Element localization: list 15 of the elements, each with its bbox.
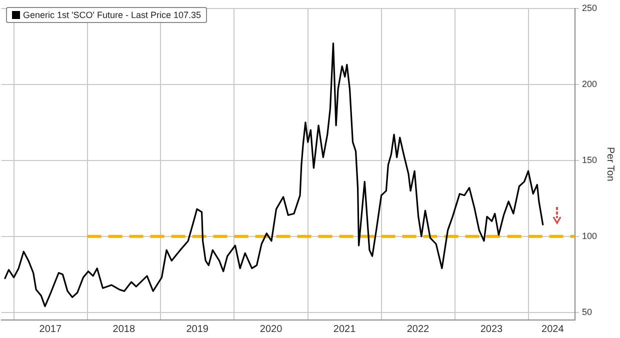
x-tick-label: 2024: [542, 324, 564, 335]
y-axis-title: Per Ton: [604, 147, 616, 182]
x-tick-label: 2020: [260, 324, 283, 335]
y-tick-label: 50: [582, 306, 592, 317]
legend-label: Generic 1st 'SCO' Future - Last Price 107.35: [23, 10, 202, 20]
y-tick-label: 250: [582, 2, 598, 13]
y-tick-label: 100: [582, 230, 598, 241]
y-tick-label: 150: [582, 154, 598, 165]
x-tick-label: 2023: [480, 324, 504, 335]
y-tick-label: 200: [582, 78, 598, 89]
x-tick-label: 2019: [186, 324, 209, 335]
x-tick-label: 2022: [406, 324, 430, 335]
x-tick-label: 2021: [333, 324, 356, 335]
x-tick-label: 2017: [39, 324, 62, 335]
x-tick-label: 2018: [112, 324, 136, 335]
